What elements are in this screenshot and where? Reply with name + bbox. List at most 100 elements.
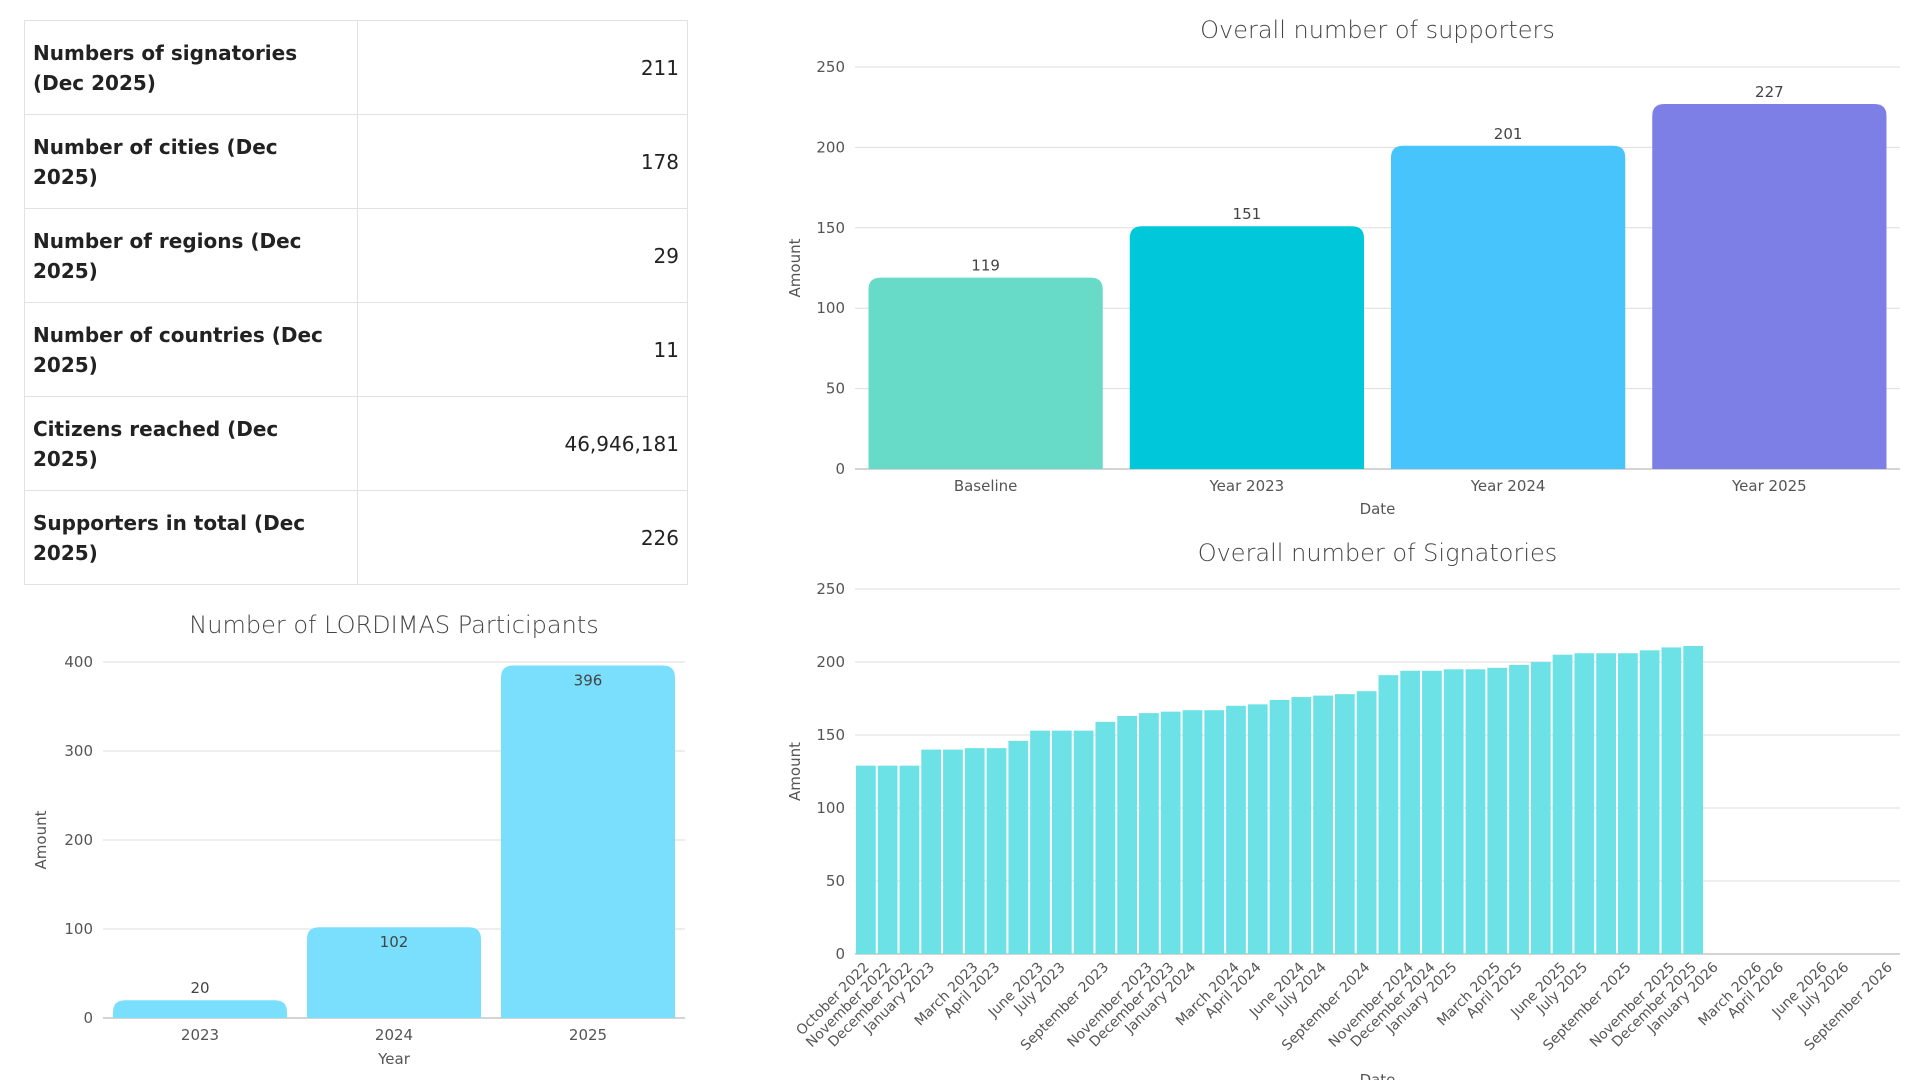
table-row: Number of cities (Dec 2025) 178	[24, 114, 688, 209]
row-value: 46,946,181	[357, 396, 688, 491]
y-tick-label: 200	[816, 138, 845, 156]
bar	[1596, 653, 1616, 954]
bar	[921, 749, 942, 954]
table-row: Citizens reached (Dec 2025) 46,946,181	[24, 396, 688, 491]
bar	[877, 765, 898, 954]
bar	[1661, 647, 1682, 954]
row-value: 29	[357, 208, 688, 303]
table-row: Supporters in total (Dec 2025) 226	[24, 490, 688, 585]
x-axis-label: Year	[377, 1050, 411, 1068]
bar	[1291, 697, 1312, 954]
row-label: Supporters in total (Dec 2025)	[24, 490, 358, 585]
row-label: Number of regions (Dec 2025)	[24, 208, 358, 303]
y-tick-label: 200	[816, 653, 845, 671]
bar	[1313, 695, 1333, 954]
bar	[899, 765, 920, 954]
row-label: Numbers of signatories (Dec 2025)	[24, 20, 358, 115]
data-label: 102	[380, 933, 409, 951]
y-tick-label: 400	[64, 653, 93, 671]
x-tick-label: Year 2024	[1470, 477, 1546, 495]
data-label: 119	[971, 257, 1000, 275]
y-tick-label: 150	[816, 726, 845, 744]
bar	[1509, 664, 1529, 954]
data-label: 396	[574, 672, 603, 690]
bar	[1139, 713, 1159, 954]
y-tick-label: 250	[816, 58, 845, 76]
bar	[868, 277, 1103, 469]
y-axis-label: Amount	[786, 742, 804, 801]
bar	[986, 748, 1007, 954]
x-tick-label: 2025	[569, 1026, 607, 1044]
bar	[1030, 730, 1050, 954]
bar	[1465, 669, 1486, 954]
bar	[943, 749, 963, 954]
bar	[1530, 662, 1551, 954]
y-tick-label: 200	[64, 831, 93, 849]
data-label: 20	[190, 979, 209, 997]
x-tick-label: Year 2023	[1209, 477, 1285, 495]
row-label: Number of cities (Dec 2025)	[24, 114, 358, 209]
chart-title: Overall number of supporters	[1200, 16, 1555, 44]
bar	[1117, 716, 1138, 954]
row-label: Citizens reached (Dec 2025)	[24, 396, 358, 491]
bar	[1422, 670, 1442, 954]
y-tick-label: 50	[826, 380, 845, 398]
y-tick-label: 100	[816, 799, 845, 817]
y-tick-label: 0	[835, 460, 845, 478]
bar	[113, 1000, 287, 1018]
table-row: Number of regions (Dec 2025) 29	[24, 208, 688, 303]
chart-title: Overall number of Signatories	[1198, 539, 1558, 567]
bar	[1226, 705, 1246, 954]
y-tick-label: 100	[64, 920, 93, 938]
data-label: 227	[1755, 83, 1784, 101]
x-axis-label: Date	[1360, 500, 1396, 518]
y-tick-label: 100	[816, 299, 845, 317]
bar	[1182, 710, 1203, 954]
bar	[1652, 103, 1887, 469]
bar	[1204, 710, 1225, 954]
bar	[1400, 670, 1421, 954]
bar	[1617, 653, 1638, 954]
data-label: 201	[1494, 125, 1523, 143]
bar	[1269, 699, 1290, 954]
bar	[1095, 721, 1116, 954]
y-axis-label: Amount	[786, 238, 804, 297]
bar	[307, 927, 481, 1018]
bar	[1378, 675, 1399, 954]
bar	[1073, 730, 1094, 954]
x-tick-label: Year 2025	[1731, 477, 1807, 495]
x-axis-label: Date	[1360, 1071, 1396, 1080]
y-tick-label: 0	[83, 1009, 93, 1027]
bar	[501, 665, 675, 1018]
y-tick-label: 300	[64, 742, 93, 760]
y-tick-label: 150	[816, 219, 845, 237]
y-tick-label: 50	[826, 872, 845, 890]
bar	[1160, 711, 1181, 954]
bar	[1639, 650, 1660, 954]
chart-title: Number of LORDIMAS Participants	[189, 611, 598, 639]
bar	[1574, 653, 1595, 954]
bar	[1008, 740, 1029, 954]
table-row: Number of countries (Dec 2025) 11	[24, 302, 688, 397]
summary-table: Numbers of signatories (Dec 2025) 211 Numb…	[24, 20, 688, 585]
bar	[964, 748, 985, 954]
bar	[1552, 654, 1573, 954]
bar	[1443, 669, 1464, 954]
row-value: 226	[357, 490, 688, 585]
x-tick-label: 2023	[181, 1026, 219, 1044]
bar	[1391, 145, 1626, 470]
x-tick-label: 2024	[375, 1026, 413, 1044]
data-label: 151	[1233, 205, 1262, 223]
x-tick-label: Baseline	[954, 477, 1018, 495]
bar	[1051, 730, 1072, 954]
bar	[1247, 704, 1268, 954]
bar	[1487, 667, 1508, 954]
bar	[1356, 691, 1377, 954]
bar	[856, 765, 876, 954]
bar	[1129, 226, 1364, 469]
bar	[1683, 645, 1704, 954]
bar	[1334, 694, 1355, 954]
y-tick-label: 250	[816, 580, 845, 598]
row-label: Number of countries (Dec 2025)	[24, 302, 358, 397]
